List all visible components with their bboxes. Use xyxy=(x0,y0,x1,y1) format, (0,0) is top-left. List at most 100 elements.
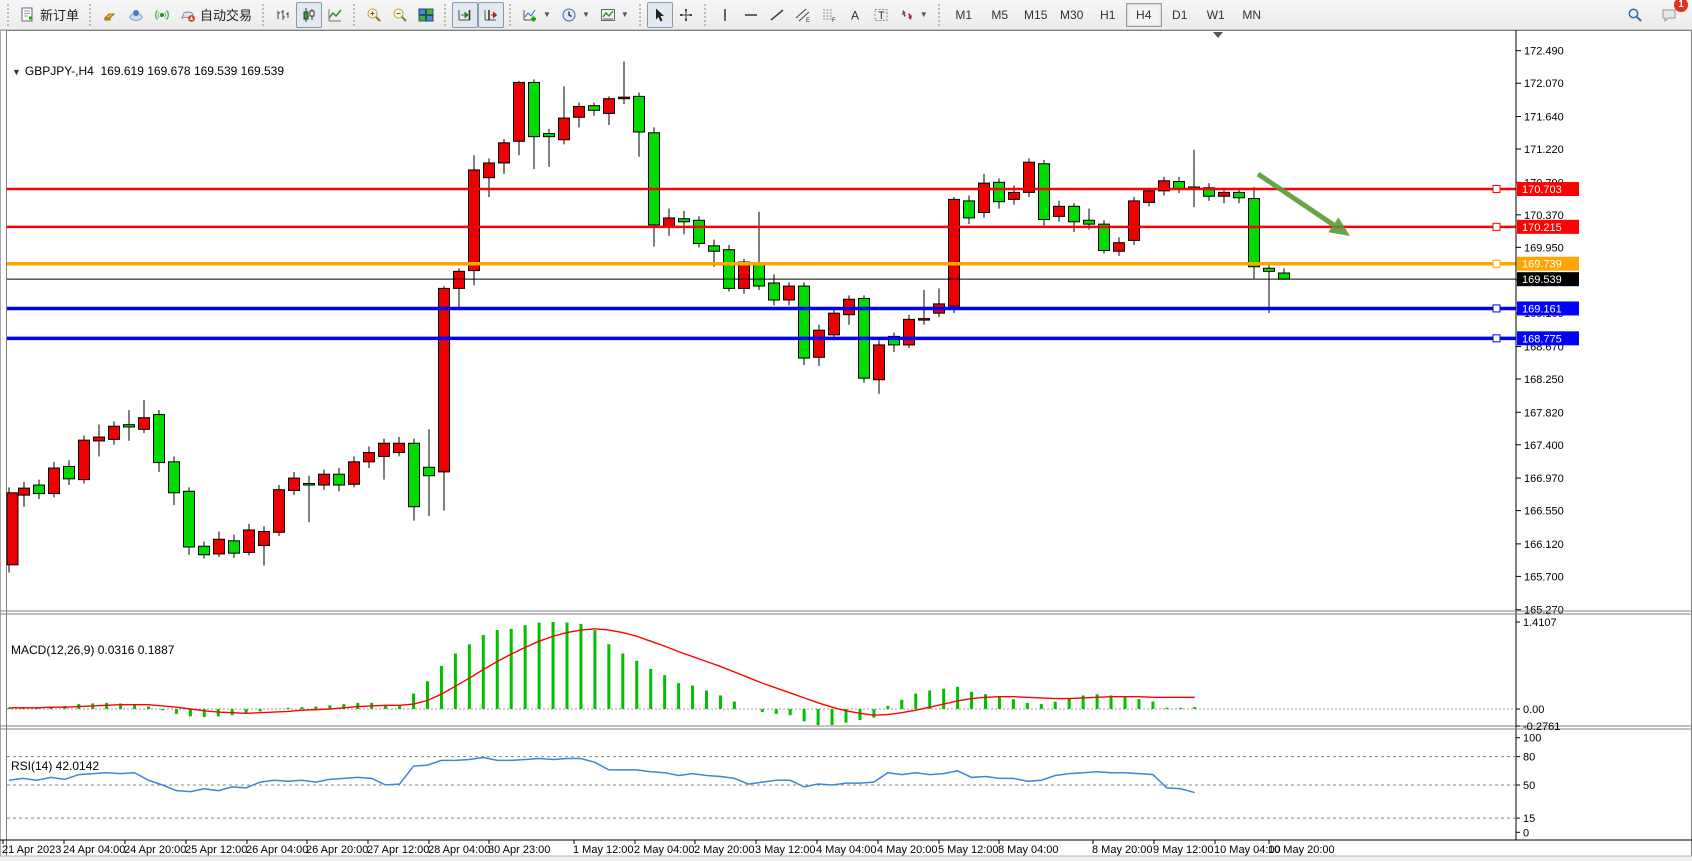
vertical-line-button[interactable] xyxy=(712,2,738,28)
annotation-arrow-head[interactable] xyxy=(1328,217,1350,236)
bull-candle xyxy=(1023,161,1035,193)
tile-windows-button[interactable] xyxy=(413,2,439,28)
chat-notifications-button[interactable]: 1 xyxy=(1656,0,1688,28)
chart-shift-button[interactable] xyxy=(478,1,505,28)
bull-candle xyxy=(1218,191,1230,197)
equidistant-channel-icon: E xyxy=(795,8,810,23)
chat-bubble-icon xyxy=(1662,9,1676,22)
zoom-in-button[interactable] xyxy=(361,2,387,28)
bear-candle xyxy=(723,249,735,289)
crosshair-button[interactable] xyxy=(673,2,699,28)
time-tick-label: 8 May 04:00 xyxy=(998,844,1059,856)
templates-button[interactable]: ▼ xyxy=(595,2,634,28)
chart-canvas[interactable]: 172.490172.070171.640171.220170.790170.3… xyxy=(0,30,1692,861)
auto-trading-button[interactable]: 自动交易 xyxy=(175,2,257,28)
bull-candle xyxy=(18,487,30,496)
bear-candle xyxy=(678,218,690,223)
zoom-in-icon xyxy=(367,8,381,22)
symbol-dropdown-icon[interactable]: ▼ xyxy=(12,67,21,77)
bear-candle xyxy=(183,490,195,548)
bull-candle xyxy=(363,452,375,463)
fibonacci-button[interactable]: F xyxy=(816,2,842,28)
search-button[interactable] xyxy=(1622,2,1648,28)
toolbar-grip[interactable] xyxy=(5,3,12,26)
toolbar-grip[interactable] xyxy=(351,3,359,26)
timeframe-button-M30[interactable]: M30 xyxy=(1060,7,1084,22)
bull-candle xyxy=(918,318,930,321)
zoom-out-button[interactable] xyxy=(387,2,413,28)
bear-candle xyxy=(1233,191,1245,199)
line-handle[interactable] xyxy=(1492,334,1501,343)
price-tick-label: 167.820 xyxy=(1524,407,1564,419)
timeframe-button-W1[interactable]: W1 xyxy=(1206,7,1225,22)
toolbar-grip[interactable] xyxy=(260,3,268,26)
bull-candle xyxy=(393,442,405,454)
price-tick-label: 168.250 xyxy=(1524,374,1564,386)
zoom-out-icon xyxy=(393,8,407,22)
candlestick-icon xyxy=(303,7,315,22)
toolbar-grip[interactable] xyxy=(507,3,515,26)
bull-candle xyxy=(558,117,570,141)
bull-candle xyxy=(378,442,390,457)
bull-candle xyxy=(978,182,990,214)
dropdown-caret: ▼ xyxy=(543,10,551,19)
line-handle[interactable] xyxy=(1492,185,1501,194)
time-tick-label: 21 Apr 2023 xyxy=(2,844,61,856)
text-A-icon: A xyxy=(851,8,859,22)
bear-candle xyxy=(228,540,240,554)
toolbar-grip[interactable] xyxy=(701,3,709,26)
toolbar-grip[interactable] xyxy=(935,3,943,26)
auto-scroll-button[interactable] xyxy=(452,1,479,28)
gold-market-icon xyxy=(103,13,116,20)
horizontal-line-button[interactable] xyxy=(738,2,764,28)
line-chart-button[interactable] xyxy=(322,2,348,28)
timeframe-button-H1[interactable]: H1 xyxy=(1100,7,1116,22)
trendline-button[interactable] xyxy=(764,2,790,28)
svg-text:A: A xyxy=(851,8,859,22)
timeframe-button-M1[interactable]: M1 xyxy=(955,7,973,22)
svg-text:T: T xyxy=(878,10,885,22)
bar-chart-button[interactable] xyxy=(270,2,296,28)
cursor-button[interactable] xyxy=(646,1,673,28)
price-level-badge xyxy=(1517,272,1579,287)
bear-candle xyxy=(528,81,540,138)
new-order-button[interactable]: 新订单 xyxy=(15,2,84,28)
clock-icon xyxy=(562,8,576,21)
toolbar-grip[interactable] xyxy=(87,3,95,26)
equidistant-channel-button[interactable]: E xyxy=(790,2,816,28)
text-label-button[interactable]: T xyxy=(868,2,894,28)
arrows-button[interactable]: ▼ xyxy=(894,2,933,28)
indicators-button[interactable]: ▼ xyxy=(517,2,556,28)
annotation-arrow-shaft[interactable] xyxy=(1256,171,1335,227)
timeframe-button-H4[interactable]: H4 xyxy=(1125,2,1162,27)
line-handle[interactable] xyxy=(1492,259,1501,268)
candlestick-chart-button[interactable] xyxy=(296,1,323,28)
mql5-community-button[interactable] xyxy=(123,2,149,28)
timeframe-bar: M1 M5 M15 M30 H1 H4 D1 W1 MN xyxy=(946,2,1270,27)
bull-candle xyxy=(468,169,480,272)
bull-candle xyxy=(1158,180,1170,192)
bear-candle xyxy=(753,263,765,287)
line-handle[interactable] xyxy=(1492,222,1501,231)
bull-candle xyxy=(948,198,960,307)
price-tick-label: 171.220 xyxy=(1524,144,1564,156)
macd-indicator-label: MACD(12,26,9) 0.0316 0.1887 xyxy=(11,643,175,657)
timeframe-button-MN[interactable]: MN xyxy=(1242,7,1262,22)
toolbar-grip[interactable] xyxy=(442,3,450,26)
bear-candle xyxy=(63,465,75,480)
toolbar-grip[interactable] xyxy=(636,3,644,26)
bull-candle xyxy=(573,105,585,118)
timeframe-button-D1[interactable]: D1 xyxy=(1172,7,1188,22)
rsi-scale-label: 80 xyxy=(1523,752,1535,764)
chart-shift-marker[interactable] xyxy=(1213,32,1223,38)
price-level-badge-label: 168.775 xyxy=(1522,333,1562,345)
cloud-community-icon xyxy=(129,9,143,21)
time-tick-label: 3 May 12:00 xyxy=(755,844,816,856)
line-handle[interactable] xyxy=(1492,304,1501,313)
periods-button[interactable]: ▼ xyxy=(556,2,595,28)
text-button[interactable]: A xyxy=(842,2,868,28)
timeframe-button-M5[interactable]: M5 xyxy=(991,7,1009,22)
signals-button[interactable] xyxy=(149,2,175,28)
market-watch-button[interactable] xyxy=(97,2,123,28)
timeframe-button-M15[interactable]: M15 xyxy=(1024,7,1048,22)
